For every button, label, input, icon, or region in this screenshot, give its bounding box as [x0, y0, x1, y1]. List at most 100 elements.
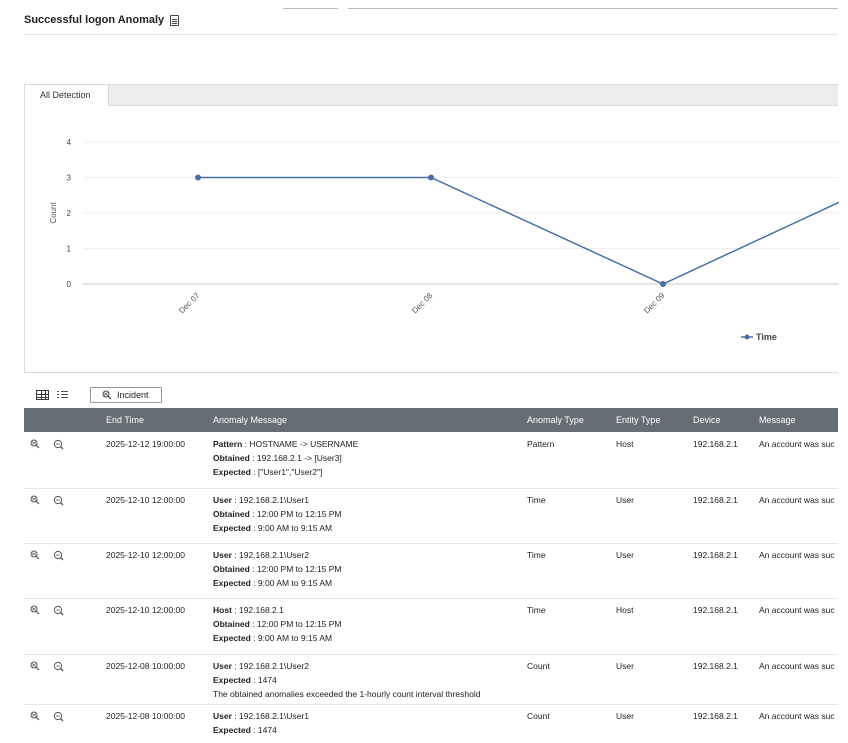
cell-device: 192.168.2.1 [693, 495, 738, 505]
anomaly-message-value: : 12:00 PM to 12:15 PM [249, 564, 342, 574]
cell-anomaly-type: Time [527, 605, 546, 615]
y-axis-label: Count [49, 202, 58, 224]
anomaly-message-value: : 9:00 AM to 9:15 AM [250, 578, 333, 588]
zoom-icon[interactable] [53, 605, 64, 616]
document-icon[interactable] [170, 14, 180, 26]
cell-message: An account was suc [759, 711, 835, 721]
anomaly-message-key: Obtained [213, 509, 250, 519]
anomaly-message-key: Expected [213, 578, 251, 588]
anomaly-message-line: User : 192.168.2.1\User2 [213, 661, 309, 671]
cell-end-time: 2025-12-10 12:00:00 [106, 605, 185, 615]
anomaly-message-key: Expected [213, 523, 251, 533]
zoom-icon[interactable] [53, 550, 64, 561]
y-tick-label: 4 [67, 138, 72, 147]
anomaly-message-key: User [213, 661, 232, 671]
column-device[interactable]: Device [693, 415, 721, 425]
table-row[interactable]: 2025-12-08 10:00:00 User : 192.168.2.1\Us… [24, 704, 838, 743]
y-tick-label: 0 [67, 280, 72, 289]
cell-end-time: 2025-12-10 12:00:00 [106, 550, 185, 560]
cell-anomaly-type: Pattern [527, 439, 555, 449]
cell-device: 192.168.2.1 [693, 711, 738, 721]
incident-icon [102, 390, 112, 400]
table-view-icon[interactable] [36, 390, 49, 400]
anomaly-message-key: User [213, 495, 232, 505]
table-row[interactable]: 2025-12-08 10:00:00 User : 192.168.2.1\Us… [24, 654, 838, 705]
cell-entity-type: Host [616, 439, 634, 449]
cell-message: An account was suc [759, 495, 835, 505]
zoom-icon[interactable] [53, 439, 64, 450]
cell-entity-type: User [616, 661, 634, 671]
table-row[interactable]: 2025-12-10 12:00:00 User : 192.168.2.1\Us… [24, 488, 838, 544]
anomaly-message-value: : 192.168.2.1\User2 [231, 661, 309, 671]
cell-message: An account was suc [759, 550, 835, 560]
line-chart: 0 1 2 3 4 Count Dec 07 Dec 08 Dec 09 Time [49, 138, 839, 342]
column-end-time[interactable]: End Time [106, 415, 145, 425]
series-line [198, 176, 839, 285]
cell-end-time: 2025-12-12 19:00:00 [106, 439, 185, 449]
table-row[interactable]: 2025-12-10 12:00:00 User : 192.168.2.1\Us… [24, 543, 838, 599]
anomaly-message-line: Expected : 1474 [213, 725, 277, 735]
zoom-icon[interactable] [53, 711, 64, 722]
anomaly-message-value: The obtained anomalies exceeded the 1-ho… [213, 689, 481, 699]
incident-icon[interactable] [30, 661, 40, 671]
anomaly-message-value: : 192.168.2.1 -> [User3] [249, 453, 342, 463]
anomaly-message-line: Obtained : 12:00 PM to 12:15 PM [213, 564, 342, 574]
data-point [428, 174, 434, 181]
incident-icon[interactable] [30, 439, 40, 449]
cell-device: 192.168.2.1 [693, 661, 738, 671]
cell-device: 192.168.2.1 [693, 439, 738, 449]
chart-panel: All Detection 0 1 2 3 4 Count Dec 07 Dec 08 Dec … [24, 84, 839, 373]
anomaly-message-line: Expected : ["User1","User2"] [213, 467, 322, 477]
title-divider [24, 34, 838, 35]
top-divider-left [283, 8, 338, 9]
zoom-icon[interactable] [53, 661, 64, 672]
y-tick-label: 2 [67, 209, 72, 218]
anomaly-message-line: Obtained : 192.168.2.1 -> [User3] [213, 453, 342, 463]
cell-anomaly-type: Time [527, 550, 546, 560]
anomaly-message-line: The obtained anomalies exceeded the 1-ho… [213, 689, 480, 699]
x-tick-label: Dec 09 [642, 291, 667, 316]
cell-message: An account was suc [759, 439, 835, 449]
column-message[interactable]: Message [759, 415, 796, 425]
cell-message: An account was suc [759, 661, 835, 671]
incident-icon[interactable] [30, 550, 40, 560]
legend-label: Time [756, 332, 777, 342]
x-tick-label: Dec 08 [410, 291, 435, 316]
cell-entity-type: User [616, 495, 634, 505]
anomaly-message-value: : 192.168.2.1\User1 [231, 711, 309, 721]
incident-icon[interactable] [30, 495, 40, 505]
incident-icon[interactable] [30, 605, 40, 615]
top-divider-right [348, 8, 838, 9]
table-row[interactable]: 2025-12-10 12:00:00 Host : 192.168.2.1 Obt… [24, 598, 838, 655]
anomaly-message-key: Obtained [213, 564, 250, 574]
anomaly-message-value: : HOSTNAME -> USERNAME [242, 439, 359, 449]
anomaly-message-key: Obtained [213, 619, 250, 629]
anomaly-message-line: Obtained : 12:00 PM to 12:15 PM [213, 619, 342, 629]
anomaly-message-line: User : 192.168.2.1\User1 [213, 711, 309, 721]
zoom-icon[interactable] [53, 495, 64, 506]
list-view-icon[interactable] [57, 390, 68, 400]
y-tick-label: 1 [67, 245, 72, 254]
cell-message: An account was suc [759, 605, 835, 615]
anomaly-message-line: Pattern : HOSTNAME -> USERNAME [213, 439, 358, 449]
anomaly-message-key: Pattern [213, 439, 243, 449]
cell-anomaly-type: Count [527, 661, 550, 671]
incident-button[interactable]: Incident [90, 387, 162, 403]
anomaly-message-value: : 1474 [250, 725, 277, 735]
column-entity-type[interactable]: Entity Type [616, 415, 661, 425]
tab-all-detection[interactable]: All Detection [25, 85, 109, 106]
chart-tab-strip: All Detection [25, 85, 838, 106]
anomaly-message-line: Host : 192.168.2.1 [213, 605, 284, 615]
cell-device: 192.168.2.1 [693, 605, 738, 615]
cell-device: 192.168.2.1 [693, 550, 738, 560]
cell-end-time: 2025-12-08 10:00:00 [106, 661, 185, 671]
incident-icon[interactable] [30, 711, 40, 721]
cell-anomaly-type: Time [527, 495, 546, 505]
table-row[interactable]: 2025-12-12 19:00:00 Pattern : HOSTNAME ->… [24, 432, 838, 489]
column-anomaly-type[interactable]: Anomaly Type [527, 415, 584, 425]
anomaly-message-line: Obtained : 12:00 PM to 12:15 PM [213, 509, 342, 519]
anomaly-message-key: Expected [213, 633, 251, 643]
column-anomaly-message[interactable]: Anomaly Message [213, 415, 288, 425]
cell-end-time: 2025-12-08 10:00:00 [106, 711, 185, 721]
anomaly-message-value: : 192.168.2.1\User1 [231, 495, 309, 505]
